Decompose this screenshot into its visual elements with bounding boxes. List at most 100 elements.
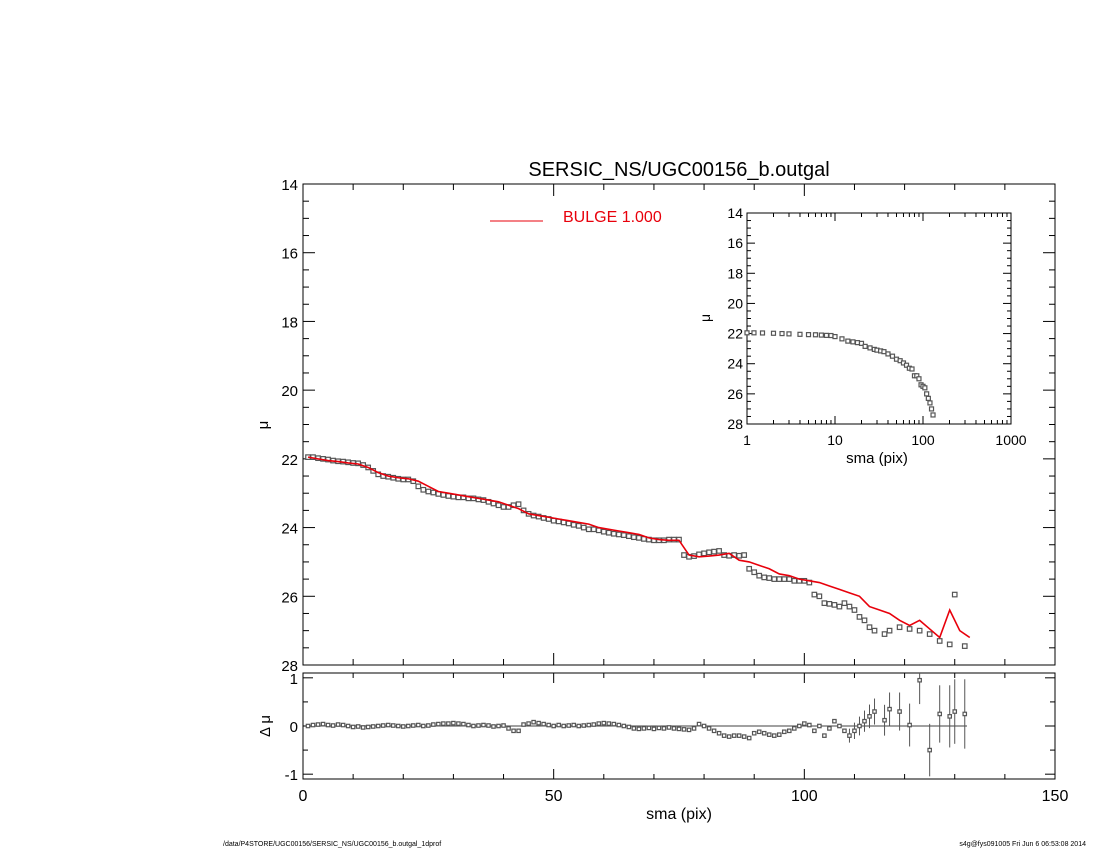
main-y-tick-label: 14 — [281, 177, 298, 194]
residual-point — [681, 727, 687, 732]
data-point — [600, 528, 607, 535]
data-point — [636, 535, 642, 541]
main-y-tick-label: 18 — [281, 314, 298, 331]
data-point — [811, 591, 818, 598]
data-point — [515, 501, 522, 508]
data-point — [701, 550, 707, 557]
data-point — [771, 576, 778, 582]
residual-point — [701, 723, 707, 729]
data-point — [781, 576, 788, 582]
inset-data-point — [832, 333, 838, 340]
residual-point — [521, 722, 526, 727]
residual-point — [867, 714, 872, 719]
residual-point — [380, 723, 386, 728]
data-point — [871, 627, 878, 634]
inset-data-point — [903, 362, 910, 368]
inset-data-point — [885, 351, 891, 357]
residual-point — [797, 723, 802, 729]
residual-point — [556, 722, 561, 728]
residual-point — [410, 723, 416, 728]
data-point — [866, 624, 873, 631]
inset-data-point — [909, 366, 915, 372]
inset-data-point — [924, 391, 930, 397]
residual-point — [862, 718, 867, 724]
residual-x-tick-label: 150 — [1042, 788, 1069, 805]
inset-data-point — [805, 332, 812, 338]
inset-data-point — [786, 331, 792, 337]
residual-point — [887, 706, 892, 712]
residual-point — [591, 722, 597, 727]
residual-point — [451, 720, 456, 726]
residual-point — [822, 733, 827, 738]
data-point — [621, 532, 627, 538]
residual-point — [471, 723, 476, 729]
data-point — [595, 527, 602, 534]
residual-point — [350, 724, 356, 730]
data-point — [711, 548, 717, 555]
residual-point — [751, 730, 757, 736]
residual-point — [631, 726, 637, 731]
inset-data-point — [779, 330, 785, 337]
data-point — [626, 533, 632, 540]
residual-point — [656, 725, 662, 731]
inset-data-point — [797, 331, 803, 337]
residual-point — [716, 730, 722, 736]
data-point — [580, 524, 587, 531]
data-point — [706, 549, 712, 556]
inset-data-point — [916, 376, 922, 382]
residual-point — [370, 724, 376, 729]
residual-point — [771, 733, 777, 738]
data-point — [881, 631, 888, 637]
residual-point — [421, 723, 426, 729]
data-point — [415, 483, 422, 490]
residual-point — [446, 721, 451, 726]
inset-data-point — [828, 332, 834, 339]
inset-data-point — [812, 332, 819, 338]
data-point — [631, 534, 637, 541]
residual-point — [526, 721, 531, 726]
residual-point — [476, 723, 481, 728]
data-point — [615, 531, 622, 538]
residual-point — [756, 729, 762, 735]
data-point — [851, 607, 858, 613]
data-point — [926, 631, 933, 637]
legend-label: BULGE 1.000 — [563, 209, 662, 226]
residual-point — [355, 724, 361, 729]
residual-y-tick-label: 1 — [290, 671, 298, 688]
residual-point — [456, 721, 461, 726]
residual-point — [832, 718, 837, 724]
residual-point — [576, 723, 582, 729]
inset-data-point — [751, 330, 757, 336]
main-y-tick-label: 16 — [281, 246, 298, 263]
residual-point — [325, 722, 331, 728]
residual-point — [711, 728, 717, 734]
residual-point — [746, 735, 752, 741]
inset-data-point — [928, 406, 935, 412]
data-point — [761, 574, 768, 581]
residual-y-axis-label: Δ μ — [257, 715, 274, 737]
inset-data-point — [823, 332, 830, 338]
residual-point — [842, 728, 847, 734]
data-point — [841, 600, 848, 607]
residual-point — [766, 732, 772, 737]
data-point — [420, 486, 427, 493]
inset-data-point — [862, 343, 868, 349]
residual-point — [907, 722, 912, 728]
inset-data-point — [858, 340, 865, 346]
residual-point — [817, 723, 822, 729]
inset-data-point — [770, 330, 777, 336]
residual-point — [360, 725, 366, 730]
data-point — [886, 627, 893, 634]
residual-point — [436, 721, 441, 727]
inset-y-axis-label: μ — [697, 314, 713, 322]
data-point — [605, 529, 612, 536]
residual-point — [345, 723, 351, 729]
inset-y-tick-label: 22 — [727, 326, 743, 342]
inset-x-tick-label: 100 — [911, 432, 935, 448]
residual-point — [400, 724, 406, 729]
data-point — [570, 521, 577, 528]
main-y-tick-label: 22 — [281, 452, 298, 469]
residual-point — [501, 723, 506, 728]
residual-point — [616, 722, 622, 728]
residual-x-tick-label: 100 — [791, 788, 818, 805]
